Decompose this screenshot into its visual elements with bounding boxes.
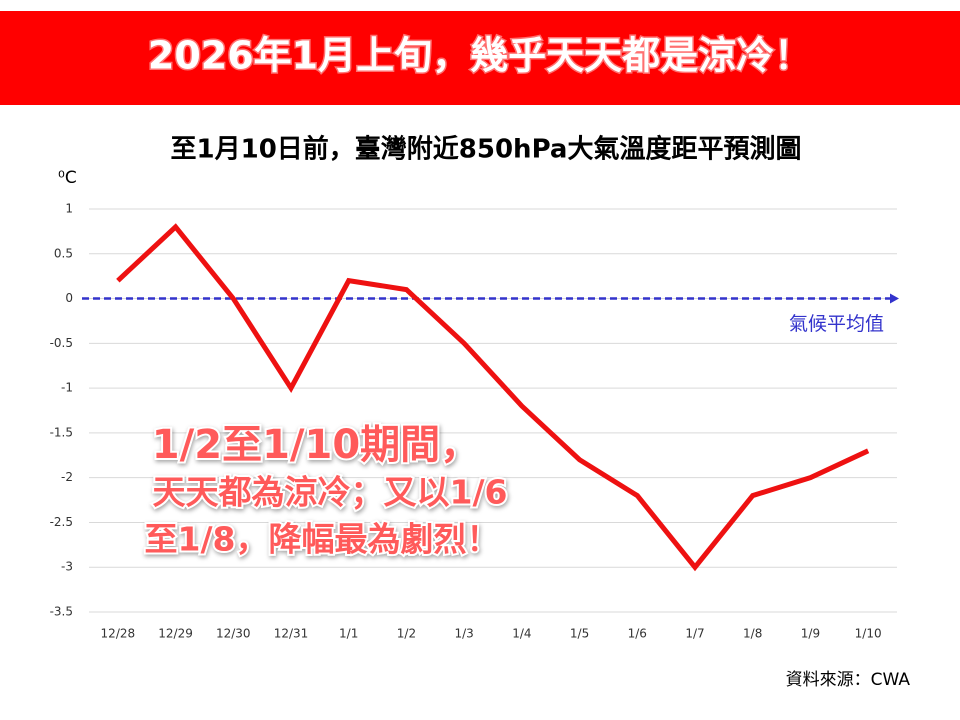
x-tick-label: 1/7: [685, 627, 704, 641]
y-tick-label: -2.5: [50, 515, 73, 529]
annotation: 天天都為涼冷；又以1/6: [153, 473, 508, 512]
x-tick-label: 1/6: [628, 627, 647, 641]
y-tick-label: -1.5: [50, 425, 73, 439]
annotation: 1/2至1/10期間，: [152, 422, 480, 468]
y-tick-label: 1: [65, 202, 73, 216]
banner: [0, 11, 960, 105]
y-tick-label: -3.5: [50, 605, 73, 619]
y-tick-label: -1: [61, 381, 73, 395]
reference-label: 氣候平均值: [789, 313, 884, 335]
y-tick-label: -2: [61, 470, 73, 484]
y-tick-label: -3: [61, 560, 73, 574]
x-tick-label: 1/10: [855, 627, 882, 641]
x-tick-label: 12/30: [216, 627, 251, 641]
x-tick-label: 1/8: [743, 627, 762, 641]
x-tick-label: 12/29: [158, 627, 193, 641]
chart-title: 至1月10日前，臺灣附近850hPa大氣溫度距平預測圖: [171, 134, 802, 165]
y-axis-unit: ⁰C: [58, 168, 77, 188]
x-tick-label: 1/1: [339, 627, 358, 641]
annotation: 至1/8，降幅最為劇烈！: [145, 520, 500, 559]
reference-arrow: [890, 293, 899, 304]
y-tick-label: 0.5: [54, 246, 73, 260]
x-tick-label: 12/31: [274, 627, 309, 641]
x-tick-label: 1/3: [454, 627, 473, 641]
source: 資料來源：CWA: [786, 670, 911, 690]
data-line: [116, 223, 870, 572]
y-tick-label: -0.5: [50, 336, 73, 350]
y-tick-label: 0: [65, 291, 73, 305]
x-tick-label: 1/5: [570, 627, 589, 641]
x-tick-label: 12/28: [101, 627, 136, 641]
x-tick-label: 1/4: [512, 627, 531, 641]
banner-title: 2026年1月上旬，幾乎天天都是涼冷！: [148, 34, 812, 78]
x-tick-label: 1/2: [397, 627, 416, 641]
x-tick-label: 1/9: [801, 627, 820, 641]
